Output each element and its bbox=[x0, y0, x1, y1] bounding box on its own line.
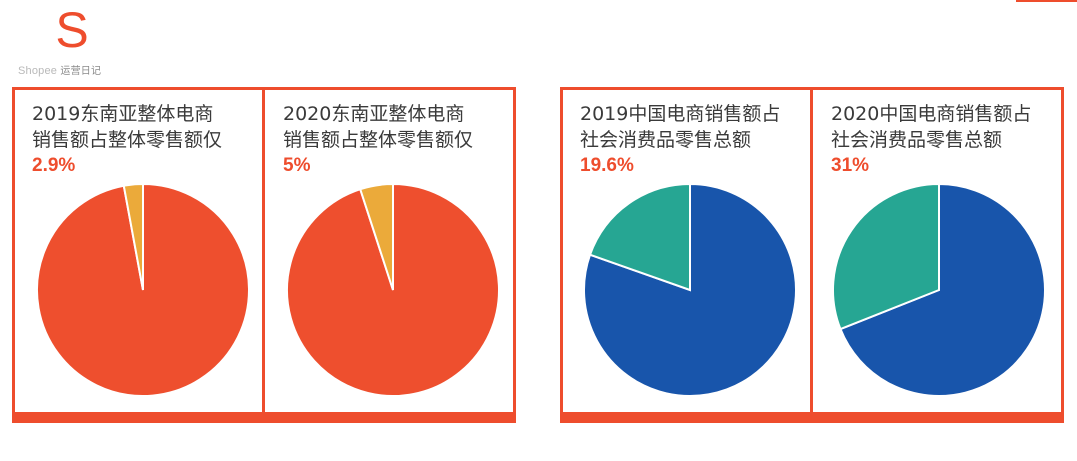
chart-panel-sea-2020: 2020东南亚整体电商 销售额占整体零售额仅 5% bbox=[263, 87, 516, 412]
chart-panel-china-2019: 2019中国电商销售额占 社会消费品零售总额 19.6% bbox=[560, 87, 811, 412]
brand-caption: Shopee 运营日记 bbox=[18, 62, 101, 77]
pie-chart bbox=[583, 182, 797, 397]
pie-chart bbox=[36, 182, 250, 397]
chart-value: 19.6% bbox=[580, 155, 634, 176]
chart-value: 2.9% bbox=[32, 155, 76, 176]
chart-title: 2020东南亚整体电商 销售额占整体零售额仅 bbox=[283, 103, 474, 151]
chart-title: 2019中国电商销售额占 社会消费品零售总额 bbox=[580, 103, 781, 151]
pie-slice-other bbox=[839, 182, 1046, 397]
chart-value: 31% bbox=[831, 155, 870, 176]
corner-accent-line bbox=[1016, 0, 1077, 2]
pie-slice-ecommerce bbox=[358, 182, 394, 291]
pie-slice-ecommerce bbox=[122, 182, 144, 291]
group-divider bbox=[262, 87, 265, 412]
pie-chart bbox=[832, 182, 1046, 397]
shopee-logo-icon: S bbox=[55, 2, 89, 58]
brand-name: Shopee bbox=[18, 65, 58, 77]
group-bottom-bar bbox=[560, 412, 1064, 423]
pie-slice-ecommerce bbox=[832, 182, 940, 331]
pie-chart bbox=[286, 182, 500, 397]
pie-slice-ecommerce bbox=[588, 182, 691, 292]
group-divider bbox=[810, 87, 813, 412]
chart-panel-china-2020: 2020中国电商销售额占 社会消费品零售总额 31% bbox=[811, 87, 1064, 412]
chart-value: 5% bbox=[283, 155, 311, 176]
chart-panel-sea-2019: 2019东南亚整体电商 销售额占整体零售额仅 2.9% bbox=[12, 87, 263, 412]
brand-suffix: 运营日记 bbox=[60, 66, 102, 77]
group-bottom-bar bbox=[12, 412, 516, 423]
china-group: 2019中国电商销售额占 社会消费品零售总额 19.6% 2020中国电商销售额占… bbox=[560, 87, 1064, 423]
chart-title: 2019东南亚整体电商 销售额占整体零售额仅 bbox=[32, 103, 223, 151]
chart-title: 2020中国电商销售额占 社会消费品零售总额 bbox=[831, 103, 1032, 151]
southeast-asia-group: 2019东南亚整体电商 销售额占整体零售额仅 2.9% 2020东南亚整体电商 销售… bbox=[12, 87, 516, 423]
